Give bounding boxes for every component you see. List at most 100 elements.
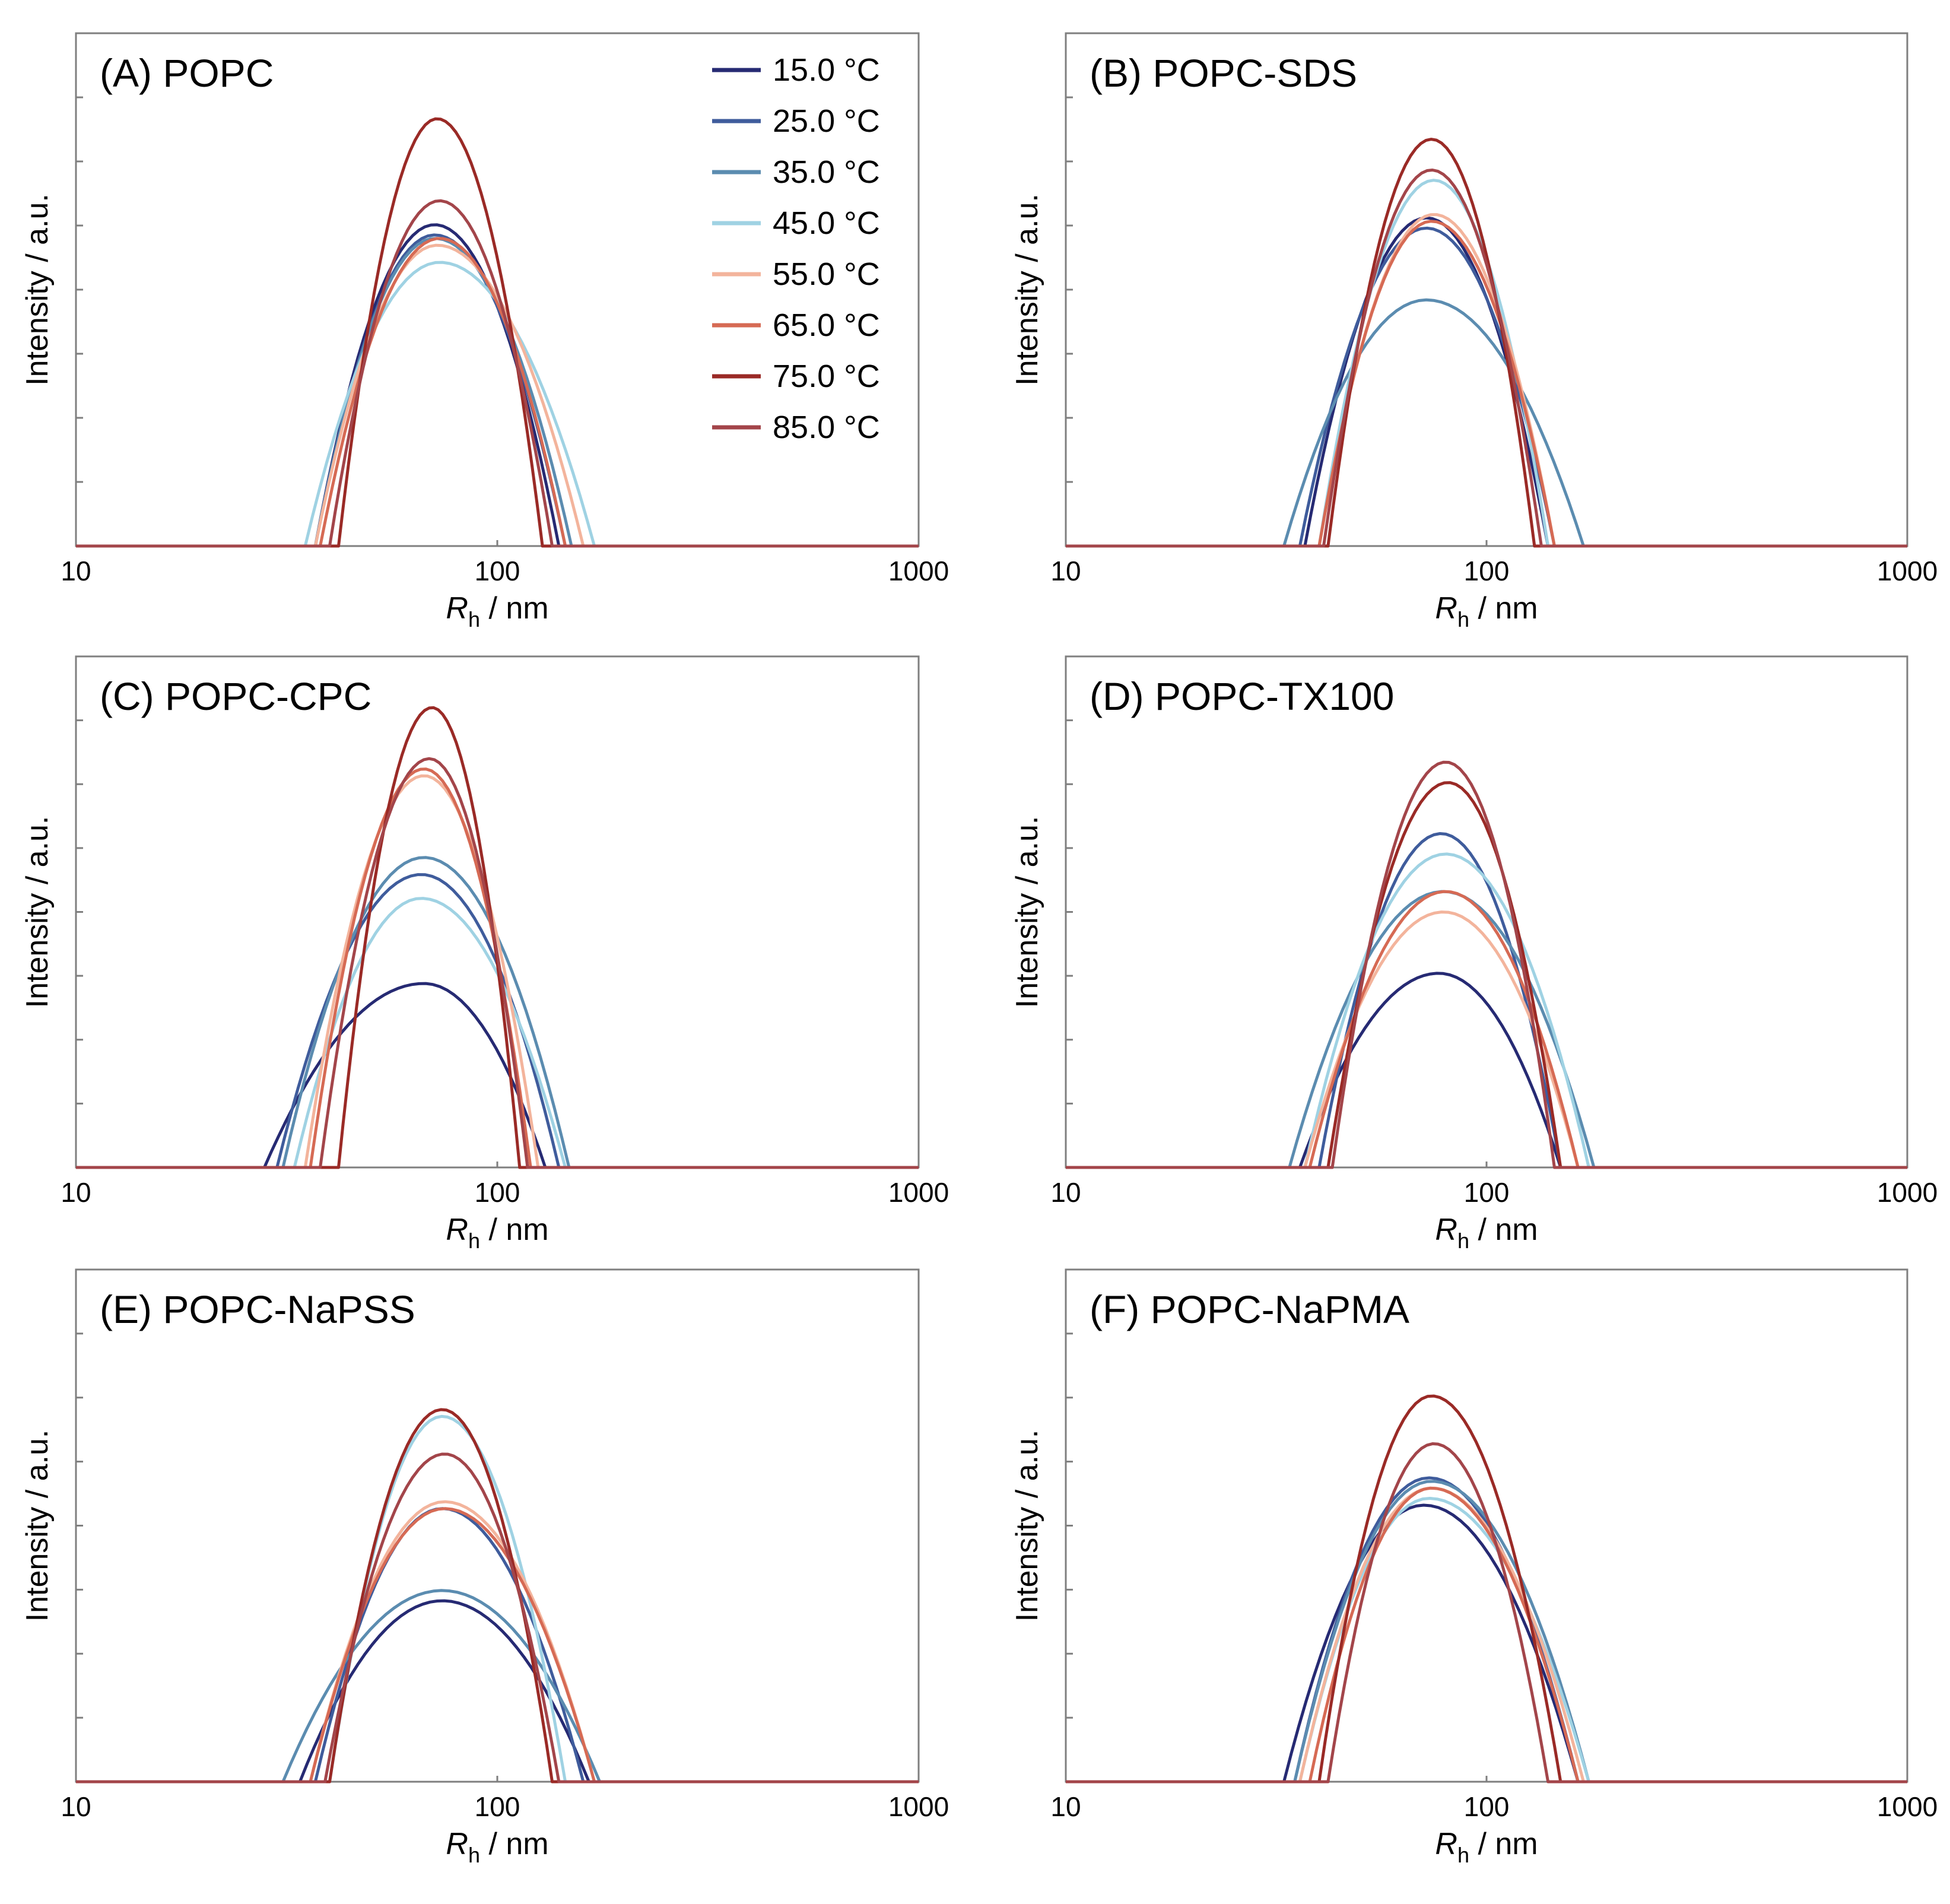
panel-c-series-35-0-c xyxy=(76,856,919,1169)
panel-f-series-35-0-c xyxy=(1066,1480,1907,1784)
panel-a-xtick-label: 10 xyxy=(61,556,91,586)
panel-d-series-85-0-c xyxy=(1066,760,1907,1169)
panel-d-series-75-0-c xyxy=(1066,781,1907,1169)
panel-b-xtick-label: 1000 xyxy=(1877,556,1938,586)
legend-label-15-0-c: 15.0 °C xyxy=(773,52,880,88)
panel-c-series-25-0-c xyxy=(76,873,919,1169)
panel-c-title: (C) POPC-CPC xyxy=(100,674,371,718)
panel-f-series-25-0-c xyxy=(1066,1476,1907,1784)
panel-a-x-axis-label-main: R xyxy=(446,591,468,626)
panel-e-xtick-label: 100 xyxy=(475,1791,520,1822)
panel-b-x-axis-label-main: R xyxy=(1435,591,1457,626)
panel-e-series-25-0-c xyxy=(76,1507,919,1784)
panel-d-x-axis-label-unit: / nm xyxy=(1469,1213,1538,1247)
panel-a-series-85-0-c xyxy=(76,199,919,548)
panel-f-series-15-0-c xyxy=(1066,1503,1907,1784)
panel-c-xtick-label: 1000 xyxy=(888,1177,949,1208)
panel-d-title: (D) POPC-TX100 xyxy=(1090,674,1394,718)
panel-c-x-axis-label-sub: h xyxy=(468,1229,480,1253)
panel-b-series-65-0-c xyxy=(1066,220,1907,548)
panel-a-y-axis-label: Intensity / a.u. xyxy=(20,193,55,386)
legend-label-85-0-c: 85.0 °C xyxy=(773,410,880,445)
panel-b-y-axis-label: Intensity / a.u. xyxy=(1010,193,1044,386)
panel-f-y-axis-label: Intensity / a.u. xyxy=(1010,1430,1044,1622)
legend-label-75-0-c: 75.0 °C xyxy=(773,358,880,394)
panel-d-frame xyxy=(1065,655,1908,1169)
panel-f-xtick-label: 100 xyxy=(1464,1791,1510,1822)
panel-b-title: (B) POPC-SDS xyxy=(1090,51,1357,95)
panel-f-x-axis-label-sub: h xyxy=(1457,1843,1469,1867)
panel-f-xtick-label: 10 xyxy=(1050,1791,1081,1822)
panel-d-y-axis-label: Intensity / a.u. xyxy=(1010,816,1044,1008)
panel-c-series-55-0-c xyxy=(76,774,919,1169)
panel-c: 10 100 1000 Rh / nm Intensity / a.u. (C) POPC… xyxy=(20,655,949,1253)
panel-a-legend: 15.0 °C 25.0 °C 35.0 °C 45.0 °C 55.0 °C 65.0 … xyxy=(712,52,880,445)
panel-b-xtick-label: 10 xyxy=(1050,556,1081,586)
panel-a-xtick-label: 100 xyxy=(475,556,520,586)
panel-b-xtick-label: 100 xyxy=(1464,556,1510,586)
panel-b: 10 100 1000 Rh / nm Intensity / a.u. (B) POPC… xyxy=(1010,32,1938,632)
panel-a-series-65-0-c xyxy=(76,237,919,548)
panel-d-xtick-label: 1000 xyxy=(1877,1177,1938,1208)
panel-a-series-45-0-c xyxy=(76,261,919,548)
panel-e-x-axis-label-sub: h xyxy=(468,1843,480,1867)
panel-e-y-axis-label: Intensity / a.u. xyxy=(20,1430,55,1622)
panel-c-series-15-0-c xyxy=(76,982,919,1169)
panel-c-series-85-0-c xyxy=(76,757,919,1169)
panel-e-series-15-0-c xyxy=(76,1599,919,1784)
panel-c-y-axis-label: Intensity / a.u. xyxy=(20,816,55,1008)
panel-f-series-45-0-c xyxy=(1066,1497,1907,1784)
panel-b-x-axis-label-sub: h xyxy=(1457,607,1469,632)
panel-d-series-25-0-c xyxy=(1066,832,1907,1169)
panel-d-series-55-0-c xyxy=(1066,910,1907,1169)
panel-f-xtick-label: 1000 xyxy=(1877,1791,1938,1822)
panel-a-x-axis-label-unit: / nm xyxy=(480,591,549,626)
panel-e-series-85-0-c xyxy=(76,1452,919,1784)
panel-a: 10 100 1000 Rh / nm Intensity / a.u. (A) POPC… xyxy=(20,32,949,632)
panel-d-x-axis-label-main: R xyxy=(1435,1213,1457,1247)
panel-a-title: (A) POPC xyxy=(100,51,274,95)
panel-c-x-axis-label: Rh / nm xyxy=(446,1213,548,1253)
panel-e: 10 100 1000 Rh / nm Intensity / a.u. (E) POPC… xyxy=(20,1268,949,1867)
panel-f-series-85-0-c xyxy=(1066,1442,1907,1784)
panel-a-x-axis-label: Rh / nm xyxy=(446,591,548,632)
panel-d-series-35-0-c xyxy=(1066,890,1907,1169)
legend-label-35-0-c: 35.0 °C xyxy=(773,154,880,190)
panel-e-xtick-label: 10 xyxy=(61,1791,91,1822)
panel-c-frame xyxy=(75,655,920,1169)
panel-e-series-75-0-c xyxy=(76,1408,919,1784)
panel-e-title: (E) POPC-NaPSS xyxy=(100,1287,415,1331)
legend-label-55-0-c: 55.0 °C xyxy=(773,256,880,292)
panel-c-series-45-0-c xyxy=(76,897,919,1169)
panel-b-x-axis-label: Rh / nm xyxy=(1435,591,1538,632)
panel-f-series-65-0-c xyxy=(1066,1486,1907,1784)
panel-f-x-axis-label-main: R xyxy=(1435,1827,1457,1861)
panel-c-x-axis-label-unit: / nm xyxy=(480,1213,549,1247)
panel-a-x-axis-label-sub: h xyxy=(468,607,480,632)
legend-label-65-0-c: 65.0 °C xyxy=(773,307,880,343)
panel-d-series-65-0-c xyxy=(1066,890,1907,1169)
panel-b-series-25-0-c xyxy=(1066,226,1907,548)
legend-label-45-0-c: 45.0 °C xyxy=(773,205,880,241)
panel-d-xtick-label: 100 xyxy=(1464,1177,1510,1208)
legend-label-25-0-c: 25.0 °C xyxy=(773,103,880,139)
panel-d: 10 100 1000 Rh / nm Intensity / a.u. (D) POPC… xyxy=(1010,655,1938,1253)
panel-b-series-75-0-c xyxy=(1066,138,1907,548)
panel-b-x-axis-label-unit: / nm xyxy=(1469,591,1538,626)
panel-a-series-75-0-c xyxy=(76,117,919,548)
panel-a-series-55-0-c xyxy=(76,243,919,548)
panel-d-series-45-0-c xyxy=(1066,852,1907,1169)
panel-b-series-45-0-c xyxy=(1066,179,1907,548)
panel-f-x-axis-label-unit: / nm xyxy=(1469,1827,1538,1861)
panel-e-series-35-0-c xyxy=(76,1589,919,1784)
panel-c-xtick-label: 100 xyxy=(475,1177,520,1208)
panel-e-x-axis-label: Rh / nm xyxy=(446,1827,548,1867)
panel-b-series-85-0-c xyxy=(1066,169,1907,548)
panel-f: 10 100 1000 Rh / nm Intensity / a.u. (F) POPC… xyxy=(1010,1268,1938,1867)
panel-d-x-axis-label: Rh / nm xyxy=(1435,1213,1538,1253)
panel-c-xtick-label: 10 xyxy=(61,1177,91,1208)
panel-f-x-axis-label: Rh / nm xyxy=(1435,1827,1538,1867)
panel-d-series-15-0-c xyxy=(1066,972,1907,1169)
